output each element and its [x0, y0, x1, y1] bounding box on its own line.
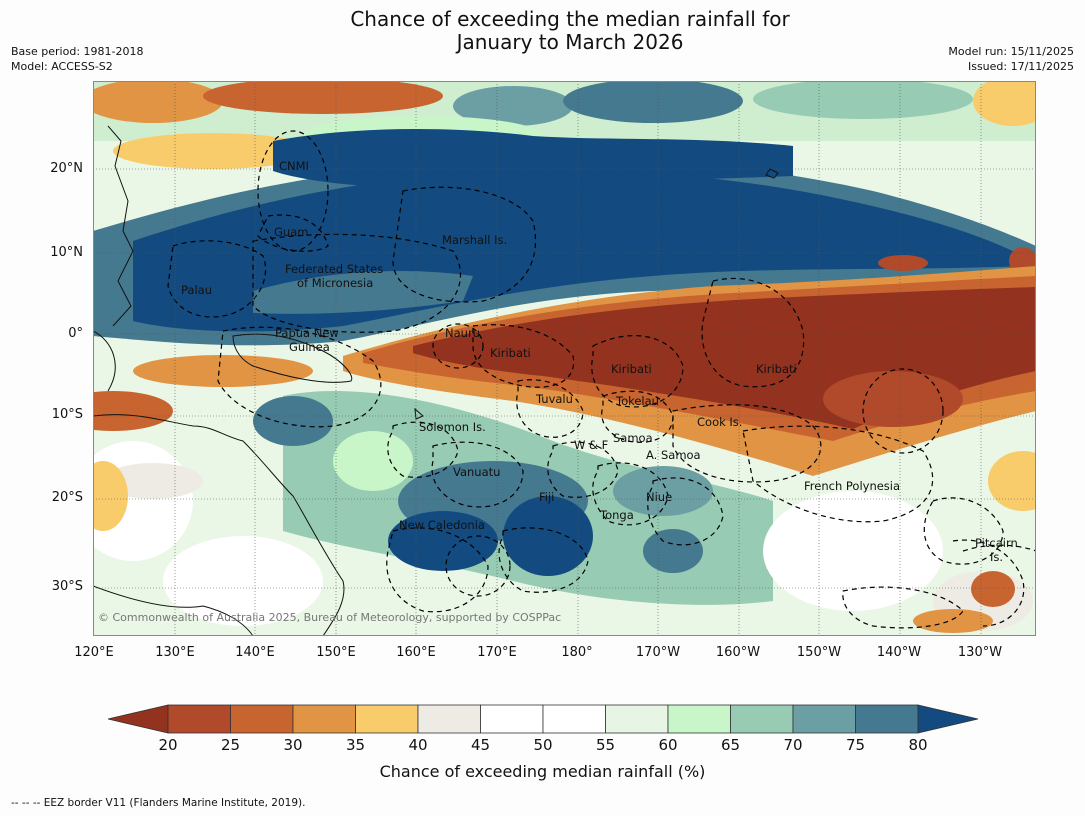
- meta-right: Model run: 15/11/2025 Issued: 17/11/2025: [948, 44, 1074, 74]
- label-fiji: Fiji: [539, 490, 554, 504]
- colorbar-tick-label: 50: [533, 736, 553, 754]
- label-png-line-2: Guinea: [289, 340, 330, 354]
- map-area: CNMI Guam Marshall Is. Federated States …: [93, 81, 1036, 636]
- eez-legend-note: -- -- -- EEZ border V11 (Flanders Marine…: [11, 797, 306, 809]
- lon-label-130w: 130°W: [957, 645, 1003, 660]
- rainfall-map: CNMI Guam Marshall Is. Federated States …: [93, 81, 1036, 636]
- map-frame: [93, 81, 1036, 636]
- label-cnmi: CNMI: [279, 159, 309, 173]
- colorbar-tick-label: 55: [595, 736, 616, 754]
- colorbar-tick-label: 65: [720, 736, 741, 754]
- lat-label-20n: 20°N: [50, 161, 83, 176]
- label-nauru: Nauru: [445, 326, 480, 340]
- colorbar-segment: [417, 704, 481, 734]
- base-period: Base period: 1981-2018: [11, 45, 144, 58]
- colorbar-segment: [855, 704, 919, 734]
- eez-borders: [167, 130, 1036, 629]
- label-wallis-futuna: W & F: [574, 438, 608, 452]
- colorbar-tick-label: 25: [220, 736, 241, 754]
- label-american-samoa: A. Samoa: [646, 448, 701, 462]
- lat-label-0: 0°: [68, 326, 83, 341]
- region-labels: CNMI Guam Marshall Is. Federated States …: [181, 159, 1018, 564]
- lon-label-150e: 150°E: [316, 645, 356, 660]
- label-tuvalu: Tuvalu: [535, 392, 573, 406]
- label-vanuatu: Vanuatu: [453, 465, 500, 479]
- colorbar-segment: [292, 704, 356, 734]
- lat-label-10s: 10°S: [51, 407, 83, 422]
- colorbar: [107, 704, 979, 734]
- lat-label-10n: 10°N: [50, 245, 83, 260]
- colorbar-tick-label: 70: [783, 736, 803, 754]
- colorbar-arrow-left: [107, 704, 169, 734]
- colorbar-tick-label: 80: [908, 736, 928, 754]
- lon-label-160e: 160°E: [396, 645, 436, 660]
- label-kiribati-east: Kiribati: [756, 362, 797, 376]
- colorbar-tick-label: 35: [345, 736, 366, 754]
- label-fsm-line-1: Federated States: [285, 262, 383, 276]
- colorbar-segment: [667, 704, 731, 734]
- dry-tongue: [93, 266, 1036, 511]
- lon-label-180: 180°: [561, 645, 593, 660]
- graticule: [93, 81, 1036, 636]
- colorbar-segment: [167, 704, 231, 734]
- label-new-caledonia: New Caledonia: [399, 518, 485, 532]
- label-tokelau: Tokelau: [615, 394, 659, 408]
- label-samoa: Samoa: [613, 431, 653, 445]
- label-png-line-1: Papua New: [275, 326, 339, 340]
- label-palau: Palau: [181, 283, 212, 297]
- label-tonga: Tonga: [599, 508, 634, 522]
- meta-left: Base period: 1981-2018 Model: ACCESS-S2: [11, 44, 143, 74]
- southwest-field: [93, 391, 1033, 633]
- colorbar-segment: [605, 704, 669, 734]
- lon-label-140w: 140°W: [876, 645, 922, 660]
- colorbar-arrow-right: [917, 704, 979, 734]
- copyright-notice: © Commonwealth of Australia 2025, Bureau…: [98, 611, 561, 624]
- label-fsm-line-2: of Micronesia: [297, 276, 373, 290]
- colorbar-segment: [792, 704, 856, 734]
- label-pitcairn-line-1: Pitcairn: [975, 536, 1018, 550]
- colorbar-tick-label: 20: [158, 736, 178, 754]
- map-title: Chance of exceeding the median rainfall …: [0, 8, 1085, 54]
- label-marshall: Marshall Is.: [442, 233, 507, 247]
- lat-label-30s: 30°S: [51, 579, 83, 594]
- lon-label-140e: 140°E: [235, 645, 275, 660]
- label-guam: Guam: [274, 225, 308, 239]
- lon-label-130e: 130°E: [155, 645, 195, 660]
- label-niue: Niue: [646, 490, 672, 504]
- colorbar-segments: [107, 704, 979, 734]
- wet-band: [93, 129, 1036, 346]
- lon-label-120e: 120°E: [74, 645, 114, 660]
- lon-label-150w: 150°W: [796, 645, 842, 660]
- lat-label-20s: 20°S: [51, 490, 83, 505]
- colorbar-tick-label: 40: [408, 736, 428, 754]
- colorbar-tick-label: 60: [658, 736, 678, 754]
- label-kiribati-west: Kiribati: [490, 346, 531, 360]
- colorbar-label: Chance of exceeding median rainfall (%): [379, 762, 706, 781]
- label-solomon: Solomon Is.: [419, 420, 486, 434]
- lon-label-170e: 170°E: [477, 645, 517, 660]
- colorbar-tick-label: 45: [470, 736, 491, 754]
- title-line-1: Chance of exceeding the median rainfall …: [350, 7, 790, 31]
- colorbar-tick-label: 75: [845, 736, 866, 754]
- colorbar-tick-label: 30: [283, 736, 303, 754]
- label-cook-islands: Cook Is.: [697, 415, 742, 429]
- colorbar-segment: [230, 704, 294, 734]
- model-name: Model: ACCESS-S2: [11, 60, 113, 73]
- model-run: Model run: 15/11/2025: [948, 45, 1074, 58]
- issued-date: Issued: 17/11/2025: [967, 60, 1074, 73]
- label-pitcairn-line-2: Is.: [990, 550, 1003, 564]
- colorbar-segment: [480, 704, 544, 734]
- lon-label-170w: 170°W: [635, 645, 681, 660]
- coastlines: [93, 125, 779, 636]
- label-french-polynesia: French Polynesia: [804, 479, 900, 493]
- colorbar-segment: [542, 704, 606, 734]
- title-line-2: January to March 2026: [456, 30, 684, 54]
- colorbar-segment: [355, 704, 419, 734]
- label-kiribati-central: Kiribati: [611, 362, 652, 376]
- lon-label-160w: 160°W: [715, 645, 761, 660]
- colorbar-segment: [730, 704, 794, 734]
